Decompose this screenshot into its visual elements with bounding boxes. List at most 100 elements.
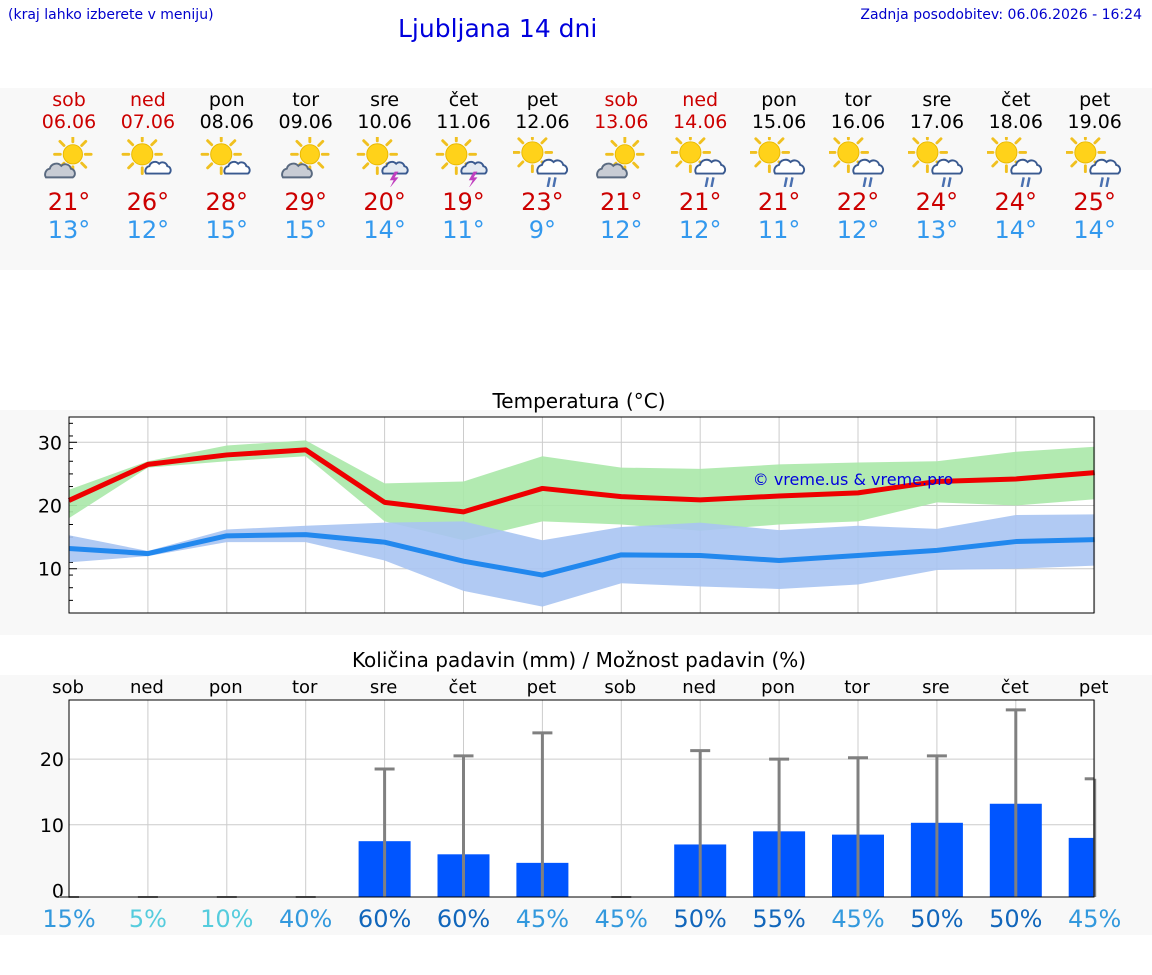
day-name: sob — [52, 89, 86, 111]
max-temp: 26° — [126, 188, 170, 216]
day-name: tor — [292, 89, 320, 111]
max-temp-line — [67, 447, 1095, 515]
y-tick-label: 20 — [38, 496, 62, 518]
max-temp: 20° — [363, 188, 406, 216]
min-temp: 15° — [205, 216, 249, 244]
precip-chance-label: 50% — [910, 905, 963, 933]
forecast-day: pon 08.06 28° 15° — [187, 89, 267, 244]
day-date: 14.06 — [672, 111, 728, 133]
sun-cloud-icon — [280, 137, 330, 179]
day-name: pet — [526, 89, 558, 111]
min-temp: 14° — [363, 216, 406, 244]
precip-chance-label: 5% — [129, 905, 167, 933]
forecast-day: sob 06.06 21° 13° — [29, 89, 109, 244]
forecast-day: pon 15.06 21° 11° — [739, 89, 819, 244]
x-category-label: čet — [448, 677, 476, 698]
min-temp: 15° — [284, 216, 327, 244]
forecast-day: pet 19.06 25° 14° — [1055, 89, 1135, 244]
sun-rain-icon — [986, 137, 1042, 187]
forecast-day: pet 12.06 23° 9° — [502, 89, 582, 244]
min-temp: 11° — [442, 216, 485, 244]
y-tick-label: 10 — [38, 559, 62, 581]
max-temp: 21° — [678, 188, 722, 216]
day-date: 11.06 — [436, 111, 491, 133]
x-category-label: čet — [1001, 677, 1029, 698]
day-date: 09.06 — [278, 111, 333, 133]
day-date: 07.06 — [120, 111, 176, 133]
forecast-day: tor 16.06 22° 12° — [818, 89, 898, 244]
chart-title: Temperatura (°C) — [491, 389, 665, 413]
min-temp-line — [68, 532, 1095, 578]
max-temp: 28° — [205, 188, 249, 216]
min-temp: 13° — [47, 216, 91, 244]
day-date: 13.06 — [594, 111, 649, 133]
sun-rain-icon — [1065, 137, 1121, 187]
max-temp: 21° — [600, 188, 643, 216]
max-temp: 21° — [757, 188, 801, 216]
day-name: čet — [448, 89, 479, 111]
forecast-day: čet 11.06 19° 11° — [424, 89, 504, 244]
x-category-label: pet — [527, 677, 557, 698]
sun-rain-icon — [907, 137, 963, 187]
day-date: 08.06 — [199, 111, 254, 133]
sun-cloud-icon — [596, 137, 645, 179]
day-date: 18.06 — [988, 111, 1043, 133]
x-category-label: sre — [922, 677, 949, 698]
page-title: Ljubljana 14 dni — [398, 14, 598, 43]
min-temp: 12° — [678, 216, 722, 244]
precip-chance-label: 50% — [674, 905, 727, 933]
max-temp: 23° — [521, 188, 564, 216]
precip-chance-label: 40% — [279, 905, 332, 933]
sun-small-cloud-icon — [200, 137, 251, 175]
forecast-day: sre 17.06 24° 13° — [897, 89, 977, 244]
sun-small-cloud-icon — [121, 137, 172, 175]
day-date: 15.06 — [751, 111, 807, 133]
temperature-chart: Temperatura (°C) 10 20 30 © vreme.us & vreme… — [38, 389, 1096, 614]
min-temp: 12° — [836, 216, 880, 244]
min-temp: 9° — [528, 216, 557, 244]
sun-thunder-icon — [435, 137, 488, 187]
day-date: 12.06 — [515, 111, 570, 133]
day-name: tor — [844, 89, 872, 111]
precipitation-chart: Količina padavin (mm) / Možnost padavin … — [40, 648, 1122, 933]
forecast-day: sre 10.06 20° 14° — [345, 89, 425, 244]
sun-cloud-icon — [44, 137, 93, 179]
region-menu-note: (kraj lahko izberete v meniju) — [8, 7, 214, 23]
plot-frame — [68, 699, 1095, 898]
min-temp: 11° — [757, 216, 801, 244]
day-date: 19.06 — [1067, 111, 1122, 133]
last-update: Zadnja posodobitev: 06.06.2026 - 16:24 — [860, 7, 1142, 23]
day-name: ned — [682, 89, 719, 111]
day-date: 16.06 — [830, 111, 886, 133]
x-category-label: sob — [604, 677, 636, 698]
max-temp: 19° — [442, 188, 485, 216]
min-temp: 14° — [994, 216, 1038, 244]
precip-chance-label: 55% — [752, 905, 805, 933]
y-tick-label: 10 — [40, 815, 64, 837]
precip-chance-label: 15% — [42, 905, 95, 933]
day-name: sob — [604, 89, 639, 111]
precip-chance-label: 45% — [831, 905, 884, 933]
y-tick-label: 0 — [52, 880, 64, 902]
precip-bar — [1068, 837, 1095, 897]
forecast-strip — [0, 88, 1152, 270]
day-name: čet — [1001, 89, 1031, 111]
day-name: pet — [1079, 89, 1111, 111]
y-tick-label: 20 — [40, 749, 64, 771]
min-temp: 14° — [1073, 216, 1116, 244]
day-date: 17.06 — [909, 111, 965, 133]
forecast-day: sob 13.06 21° 12° — [581, 89, 661, 244]
forecast-day: ned 07.06 26° 12° — [108, 89, 188, 244]
y-tick-label: 30 — [38, 432, 62, 454]
precip-chance-label: 60% — [358, 905, 411, 933]
max-temp: 25° — [1073, 188, 1116, 216]
precip-chance-label: 10% — [200, 905, 253, 933]
sun-rain-icon — [671, 137, 727, 187]
forecast-day: tor 09.06 29° 15° — [266, 89, 346, 244]
x-category-label: pet — [1079, 677, 1109, 698]
forecast-day: čet 18.06 24° 14° — [976, 89, 1056, 244]
chart-title: Količina padavin (mm) / Možnost padavin … — [352, 648, 806, 672]
sun-rain-icon — [829, 137, 885, 187]
plot-frame — [68, 416, 1095, 614]
min-temp: 12° — [600, 216, 643, 244]
